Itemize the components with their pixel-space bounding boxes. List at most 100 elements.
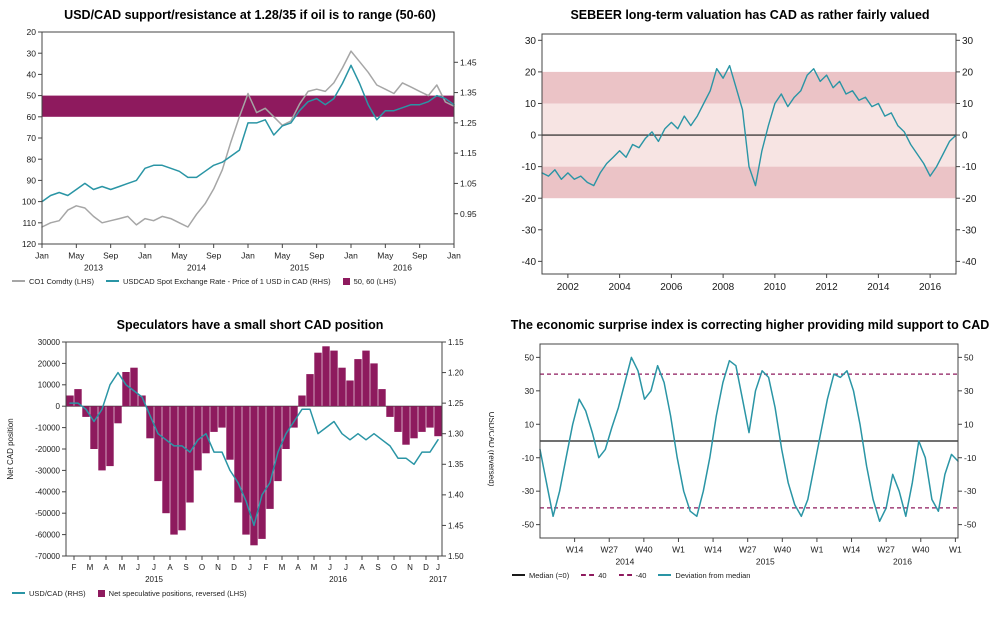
chart-title-speculators: Speculators have a small short CAD posit…	[116, 318, 384, 332]
axis-label: -40	[522, 257, 537, 268]
axis-label: 2002	[557, 282, 580, 293]
axis-label: 2014	[187, 262, 206, 272]
axis-label: -10	[522, 162, 537, 173]
axis-label: -50000	[35, 509, 60, 518]
axis-label: J	[136, 563, 140, 572]
legend-marker-line-icon	[106, 280, 120, 283]
series-line	[541, 64, 957, 186]
axis-label: -20000	[35, 445, 60, 454]
legend-item: Deviation from median	[658, 571, 750, 580]
axis-label: 20	[525, 67, 537, 78]
axis-label: 10	[525, 419, 535, 429]
chart-canvas-surprise-index: 50 30 10 -10 -30 -50 50 30 10 -10 -30 -50 W14 W27 W40 W…	[522, 343, 977, 566]
axis-label: -60000	[35, 530, 60, 539]
axis-label: -10	[522, 452, 535, 462]
axis-label: D	[231, 563, 237, 572]
plot-frame	[541, 33, 957, 275]
chart-canvas-usdcad-oil: 20 30 40 50 60 70 80 90 100 110 120 1.45 1.35 1.25 1.1…	[22, 27, 477, 272]
chart-legend-speculators: USD/CAD (RHS) Net speculative positions, …	[12, 589, 496, 598]
axis-label: 30	[525, 386, 535, 396]
axis-label: S	[375, 563, 380, 572]
axis-label: 20	[962, 67, 974, 78]
axis-label: 2015	[145, 575, 163, 584]
chart-cell-surprise-index: The economic surprise index is correctin…	[500, 310, 1000, 621]
legend-label: -40	[635, 570, 647, 580]
legend-marker-line-icon	[512, 574, 525, 577]
axis-label: -20	[522, 193, 537, 204]
axis-label: W40	[774, 544, 792, 554]
axis-label: May	[274, 250, 291, 260]
axis-label: 50	[964, 352, 974, 362]
axis-label: 10	[962, 99, 974, 110]
chart-cell-sebeer: SEBEER long-term valuation has CAD as ra…	[500, 0, 1000, 310]
axis-label: 1.20	[448, 368, 464, 377]
axis-label: 2013	[84, 262, 103, 272]
axis-label: 2016	[329, 575, 347, 584]
axis-label: May	[377, 250, 394, 260]
chart-title-sebeer: SEBEER long-term valuation has CAD as ra…	[570, 8, 930, 22]
axis-label: 1.30	[448, 429, 464, 438]
axis-label: Sep	[206, 250, 221, 260]
axis-label: 1.25	[460, 118, 477, 128]
axis-label: 1.25	[448, 399, 464, 408]
axis-label: M	[87, 563, 94, 572]
axis-label: 2014	[615, 556, 634, 566]
axis-label: 40	[27, 69, 37, 79]
axis-label: 110	[22, 217, 36, 227]
axis-label: -10	[964, 452, 977, 462]
legend-label: 40	[598, 570, 607, 580]
chart-canvas-sebeer: 3020100-10-20-30-403020100-10-20-30-4020…	[522, 33, 977, 293]
axis-label: W27	[877, 544, 895, 554]
chart-legend-usdcad-oil: CO1 Comdty (LHS) USDCAD Spot Exchange Rat…	[12, 277, 496, 286]
axis-label: 70	[27, 133, 37, 143]
axis-label: 2015	[756, 556, 775, 566]
axis-label: 10000	[38, 380, 61, 389]
axis-label: 1.45	[460, 57, 477, 67]
legend-marker-line-icon	[658, 574, 672, 577]
axis-label: 0	[56, 402, 61, 411]
axis-label: -20	[962, 193, 977, 204]
axis-label: W14	[566, 544, 584, 554]
axis-label: O	[199, 563, 205, 572]
axis-label: M	[311, 563, 318, 572]
axis-label: 0	[962, 130, 968, 141]
axis-label: Jan	[138, 250, 152, 260]
axis-label: 1.15	[460, 148, 477, 158]
axis-label: -50	[964, 519, 977, 529]
legend-label: USDCAD Spot Exchange Rate - Price of 1 U…	[123, 276, 331, 286]
legend-item: 50, 60 (LHS)	[342, 276, 397, 286]
axis-label: D	[423, 563, 429, 572]
axis-label: 2016	[393, 262, 412, 272]
axis-label: May	[68, 250, 85, 260]
band	[42, 95, 454, 117]
axis-label: A	[295, 563, 301, 572]
legend-item: Net speculative positions, reversed (LHS…	[97, 588, 247, 598]
axis-label: 20	[27, 27, 37, 37]
axis-label: -40000	[35, 487, 60, 496]
series-line	[41, 64, 455, 202]
axis-label: -10	[962, 162, 977, 173]
legend-item: USDCAD Spot Exchange Rate - Price of 1 U…	[106, 277, 331, 286]
axis-label: 0.95	[460, 208, 477, 218]
axis-label: -30	[962, 225, 977, 236]
axis-label: -10000	[35, 423, 60, 432]
axis-label: 30	[962, 36, 974, 47]
axis-label: -30	[964, 486, 977, 496]
axis-label: A	[103, 563, 109, 572]
axis-label: Sep	[309, 250, 324, 260]
axis-label: J	[328, 563, 332, 572]
axis-label: 2012	[816, 282, 839, 293]
axis-label: J	[152, 563, 156, 572]
axis-label: -30	[522, 486, 535, 496]
plot-frame	[539, 343, 959, 539]
axis-label: 90	[27, 175, 37, 185]
axis-label: W27	[739, 544, 757, 554]
legend-label: 50, 60 (LHS)	[353, 276, 397, 286]
axis-label: A	[359, 563, 365, 572]
legend-item: Median (=0)	[512, 571, 569, 580]
axis-label: Sep	[412, 250, 427, 260]
axis-label: 1.40	[448, 490, 464, 499]
legend-label: Net speculative positions, reversed (LHS…	[108, 588, 247, 598]
axis-label: 50	[27, 90, 37, 100]
